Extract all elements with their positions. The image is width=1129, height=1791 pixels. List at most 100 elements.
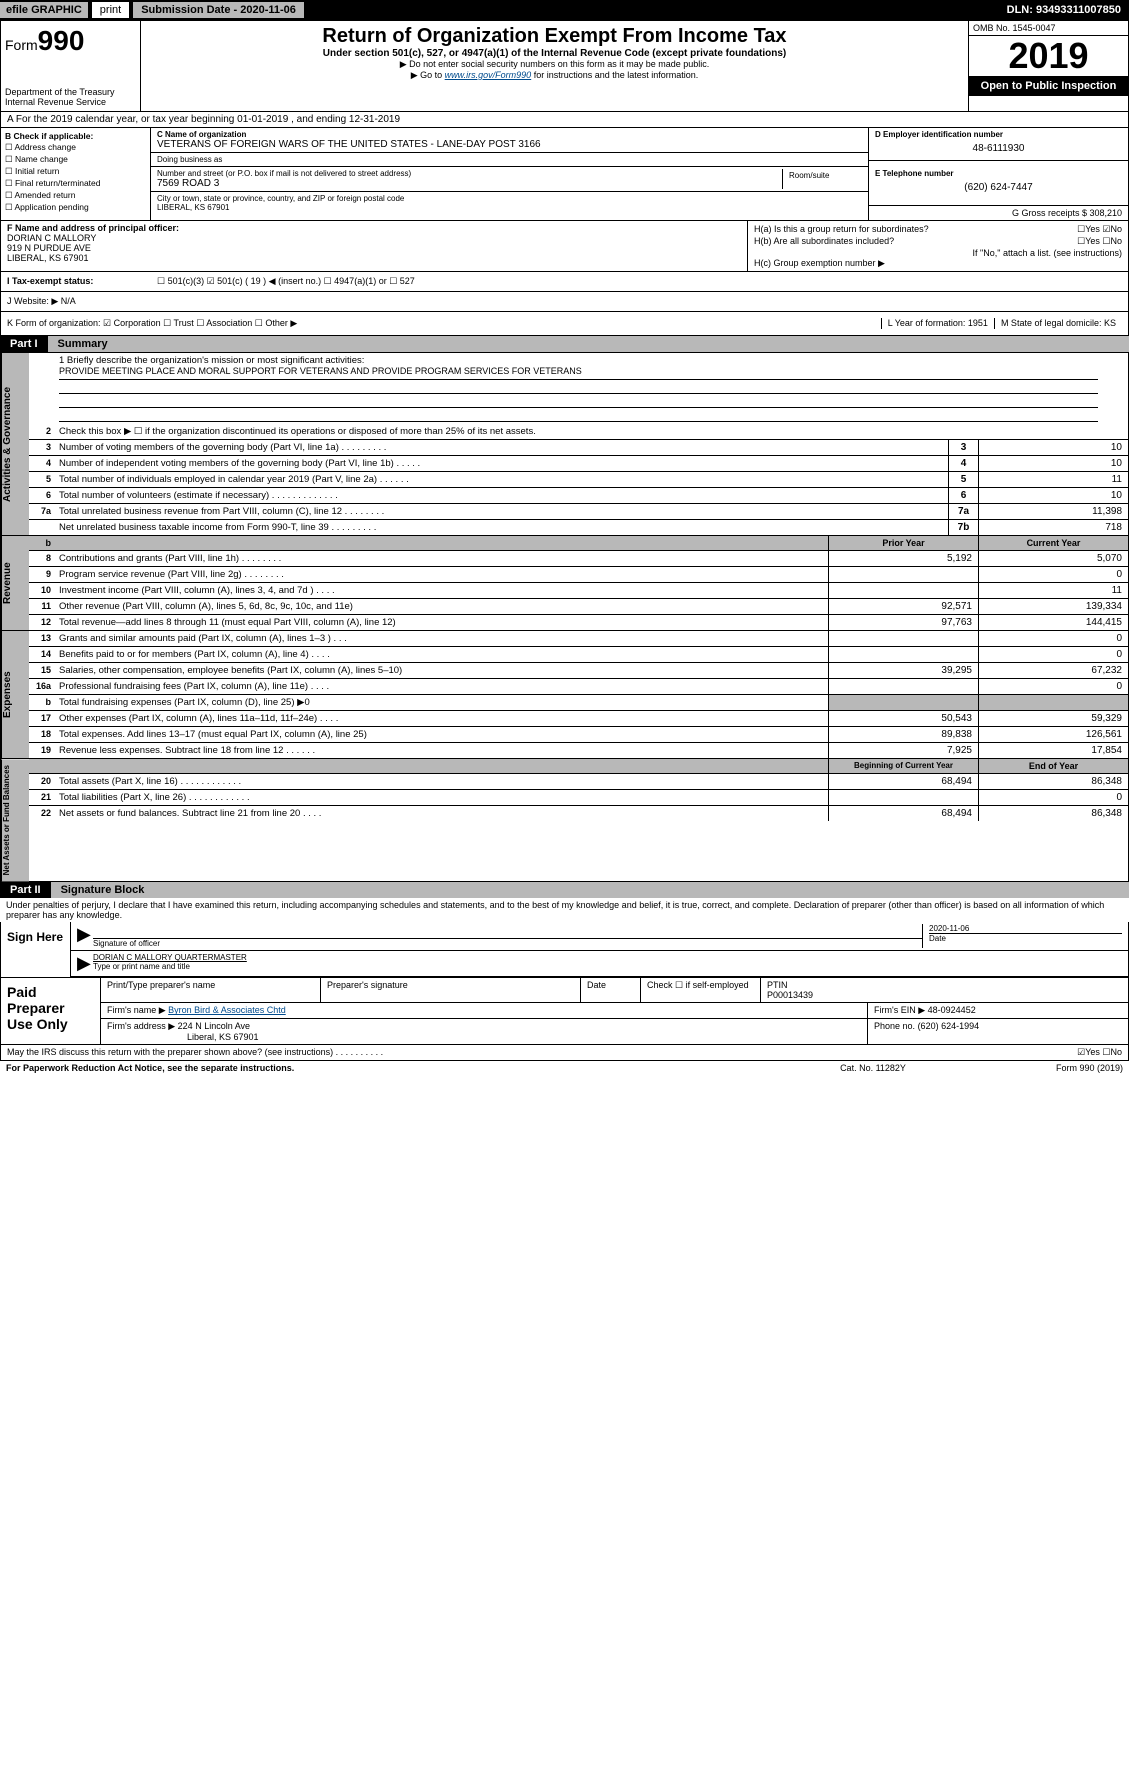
street-label: Number and street (or P.O. box if mail i… <box>157 169 782 178</box>
line-box: 3 <box>948 440 978 455</box>
line-val: 10 <box>978 456 1128 471</box>
firm-phone: (620) 624-1994 <box>918 1021 980 1031</box>
form-footer: Form 990 (2019) <box>973 1063 1123 1073</box>
mission-blank <box>59 394 1098 408</box>
line-box: 6 <box>948 488 978 503</box>
curr-val: 67,232 <box>978 663 1128 678</box>
line-val: 10 <box>978 488 1128 503</box>
irs-link[interactable]: www.irs.gov/Form990 <box>445 70 532 80</box>
prior-val: 92,571 <box>828 599 978 614</box>
firm-name-label: Firm's name ▶ <box>107 1005 166 1015</box>
dept: Department of the Treasury Internal Reve… <box>5 87 136 107</box>
curr-val: 86,348 <box>978 806 1128 821</box>
officer-addr1: 919 N PURDUE AVE <box>7 243 741 253</box>
officer-addr2: LIBERAL, KS 67901 <box>7 253 741 263</box>
prior-val: 89,838 <box>828 727 978 742</box>
prep-sig-label: Preparer's signature <box>321 978 581 1002</box>
note-ssn: ▶ Do not enter social security numbers o… <box>149 59 960 70</box>
net-vtab: Net Assets or Fund Balances <box>1 759 29 881</box>
curr-val: 0 <box>978 567 1128 582</box>
chk-initial[interactable]: ☐ Initial return <box>5 166 146 177</box>
m-state: M State of legal domicile: KS <box>994 318 1122 329</box>
curr-val: 139,334 <box>978 599 1128 614</box>
mission-blank <box>59 380 1098 394</box>
hdr-end: End of Year <box>978 759 1128 773</box>
curr-val: 17,854 <box>978 743 1128 758</box>
part-ii-title: Signature Block <box>51 882 1129 898</box>
note-link: ▶ Go to www.irs.gov/Form990 for instruct… <box>149 70 960 81</box>
mission-label: 1 Briefly describe the organization's mi… <box>59 355 1098 366</box>
chk-pending[interactable]: ☐ Application pending <box>5 202 146 213</box>
chk-name[interactable]: ☐ Name change <box>5 154 146 165</box>
submission-date: Submission Date - 2020-11-06 <box>133 2 304 18</box>
irs-discuss-yn: ☑Yes ☐No <box>1077 1047 1122 1058</box>
prior-val <box>828 647 978 662</box>
gov-vtab: Activities & Governance <box>1 353 29 535</box>
line-text: Revenue less expenses. Subtract line 18 … <box>55 743 828 758</box>
chk-amended[interactable]: ☐ Amended return <box>5 190 146 201</box>
ptin-value: P00013439 <box>767 990 1122 1000</box>
rev-vtab: Revenue <box>1 536 29 630</box>
print-button[interactable]: print <box>92 2 129 18</box>
firm-name[interactable]: Byron Bird & Associates Chtd <box>168 1005 286 1015</box>
line-text: Investment income (Part VIII, column (A)… <box>55 583 828 598</box>
row-j: J Website: ▶ N/A <box>0 292 1129 312</box>
curr-val: 5,070 <box>978 551 1128 566</box>
omb: OMB No. 1545-0047 <box>969 21 1128 36</box>
top-bar: efile GRAPHIC print Submission Date - 20… <box>0 0 1129 20</box>
ha-label: H(a) Is this a group return for subordin… <box>754 224 929 235</box>
sign-block: Sign Here ▶ Signature of officer 2020-11… <box>0 922 1129 978</box>
officer-name: DORIAN C MALLORY <box>7 233 741 243</box>
line-val: 10 <box>978 440 1128 455</box>
sig-declaration: Under penalties of perjury, I declare th… <box>0 898 1129 922</box>
sig-name-val: DORIAN C MALLORY QUARTERMASTER <box>93 953 1122 962</box>
line-text: Total number of volunteers (estimate if … <box>55 488 948 503</box>
line-text: Grants and similar amounts paid (Part IX… <box>55 631 828 646</box>
form-prefix: Form <box>5 37 38 53</box>
mission-text: PROVIDE MEETING PLACE AND MORAL SUPPORT … <box>59 366 1098 380</box>
street-value: 7569 ROAD 3 <box>157 178 782 189</box>
exp-vtab: Expenses <box>1 631 29 758</box>
sign-here: Sign Here <box>1 922 71 977</box>
firm-addr-label: Firm's address ▶ <box>107 1021 175 1031</box>
arrow-icon: ▶ <box>77 924 93 948</box>
mission-blank <box>59 408 1098 422</box>
prior-val: 50,543 <box>828 711 978 726</box>
chk-final[interactable]: ☐ Final return/terminated <box>5 178 146 189</box>
curr-val: 0 <box>978 679 1128 694</box>
line-val: 11 <box>978 472 1128 487</box>
ha-ans: ☐Yes ☑No <box>1077 224 1122 235</box>
sig-officer-label: Signature of officer <box>93 938 922 948</box>
hdr-curr: Current Year <box>978 536 1128 550</box>
open-inspection: Open to Public Inspection <box>969 76 1128 96</box>
irs-discuss-row: May the IRS discuss this return with the… <box>0 1045 1129 1061</box>
paid-preparer: Paid Preparer Use Only Print/Type prepar… <box>0 978 1129 1045</box>
sig-date-label: Date <box>929 933 1122 943</box>
sig-date-val: 2020-11-06 <box>929 924 1122 933</box>
paid-label: Paid Preparer Use Only <box>1 978 101 1044</box>
prior-val <box>828 583 978 598</box>
firm-phone-label: Phone no. <box>874 1021 915 1031</box>
chk-address[interactable]: ☐ Address change <box>5 142 146 153</box>
prep-date-label: Date <box>581 978 641 1002</box>
line-text: Total assets (Part X, line 16) . . . . .… <box>55 774 828 789</box>
city-label: City or town, state or province, country… <box>157 194 862 203</box>
tel-value: (620) 624-7447 <box>875 178 1122 197</box>
line-text: Other revenue (Part VIII, column (A), li… <box>55 599 828 614</box>
hb-note: If "No," attach a list. (see instruction… <box>754 248 1122 258</box>
row-k: K Form of organization: ☑ Corporation ☐ … <box>0 312 1129 336</box>
row-a: A For the 2019 calendar year, or tax yea… <box>0 112 1129 128</box>
block-fh: F Name and address of principal officer:… <box>0 221 1129 272</box>
dln: DLN: 93493311007850 <box>1007 4 1129 16</box>
line-text: Contributions and grants (Part VIII, lin… <box>55 551 828 566</box>
line-text: Total liabilities (Part X, line 26) . . … <box>55 790 828 805</box>
part-ii-num: Part II <box>0 882 51 898</box>
city-value: LIBERAL, KS 67901 <box>157 203 862 212</box>
prior-val: 68,494 <box>828 774 978 789</box>
curr-val: 0 <box>978 790 1128 805</box>
cname-label: C Name of organization <box>157 130 862 139</box>
tel-label: E Telephone number <box>875 169 1122 178</box>
k-form-org: K Form of organization: ☑ Corporation ☐ … <box>7 318 881 329</box>
line-text: Salaries, other compensation, employee b… <box>55 663 828 678</box>
part-i-header: Part I Summary <box>0 336 1129 352</box>
